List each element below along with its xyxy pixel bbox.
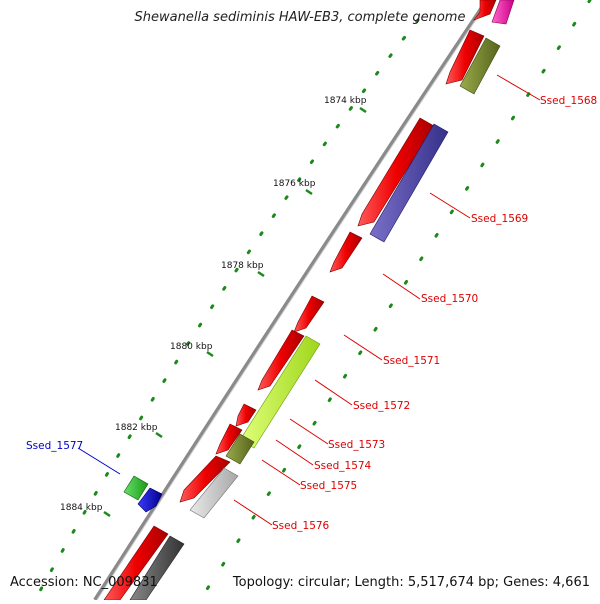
cog-box bbox=[491, 0, 515, 25]
gene-arrow[interactable] bbox=[293, 295, 325, 333]
gene-label[interactable]: Ssed_1568 bbox=[540, 95, 597, 107]
gene-arrow[interactable] bbox=[179, 455, 231, 503]
gene-label[interactable]: Ssed_1571 bbox=[383, 355, 440, 367]
cog-features bbox=[129, 0, 515, 601]
cog-box bbox=[189, 467, 239, 519]
label-leaders bbox=[77, 74, 541, 526]
tick-mark bbox=[155, 431, 163, 439]
topology-summary: Topology: circular; Length: 5,517,674 bp… bbox=[232, 575, 590, 590]
gene-label[interactable]: Ssed_1572 bbox=[353, 400, 410, 412]
gene-label[interactable]: Ssed_1575 bbox=[300, 480, 357, 492]
cog-box bbox=[239, 335, 321, 449]
gene-label[interactable]: Ssed_1576 bbox=[272, 520, 330, 532]
cog-box bbox=[369, 123, 449, 243]
gene-arrow[interactable] bbox=[473, 0, 497, 21]
tick-label: 1876 kbp bbox=[273, 179, 316, 189]
gene-label[interactable]: Ssed_1577 bbox=[26, 440, 83, 452]
gene-arrow[interactable] bbox=[257, 329, 305, 391]
gene-arrow[interactable] bbox=[357, 117, 435, 227]
gene-arrow[interactable] bbox=[235, 403, 257, 427]
tick-mark bbox=[103, 510, 111, 518]
gene-box-green[interactable] bbox=[123, 475, 149, 501]
gene-label[interactable]: Ssed_1574 bbox=[314, 460, 372, 472]
gene-arrow-blue[interactable] bbox=[137, 487, 163, 513]
gene-arrow[interactable] bbox=[445, 29, 485, 85]
outer-genes bbox=[123, 475, 163, 513]
gene-arrow[interactable] bbox=[215, 423, 243, 455]
gene-features bbox=[103, 0, 497, 601]
accession-text: Accession: NC_009831 bbox=[10, 575, 158, 590]
tick-mark bbox=[257, 270, 265, 278]
scale-ticks bbox=[103, 106, 367, 518]
gene-label[interactable]: Ssed_1570 bbox=[421, 293, 478, 305]
tick-label: 1880 kbp bbox=[170, 342, 213, 352]
tick-mark bbox=[359, 106, 367, 114]
tick-mark bbox=[206, 350, 214, 358]
tick-label: 1878 kbp bbox=[221, 261, 264, 271]
tick-label: 1884 kbp bbox=[60, 503, 103, 513]
gene-arrow[interactable] bbox=[329, 231, 363, 273]
inner-dotted-arc bbox=[198, 0, 592, 602]
gene-label[interactable]: Ssed_1573 bbox=[328, 439, 385, 451]
scale-dotted-arc bbox=[33, 18, 420, 602]
genome-backbone-highlight bbox=[96, 0, 490, 601]
tick-label: 1874 kbp bbox=[324, 96, 367, 106]
gene-label[interactable]: Ssed_1569 bbox=[471, 213, 528, 225]
genome-title: Shewanella sediminis HAW-EB3, complete g… bbox=[134, 10, 466, 25]
genome-backbone bbox=[93, 0, 489, 602]
tick-mark bbox=[305, 188, 313, 196]
cog-box bbox=[225, 433, 255, 465]
tick-label: 1882 kbp bbox=[115, 423, 158, 433]
cog-box bbox=[459, 37, 501, 95]
